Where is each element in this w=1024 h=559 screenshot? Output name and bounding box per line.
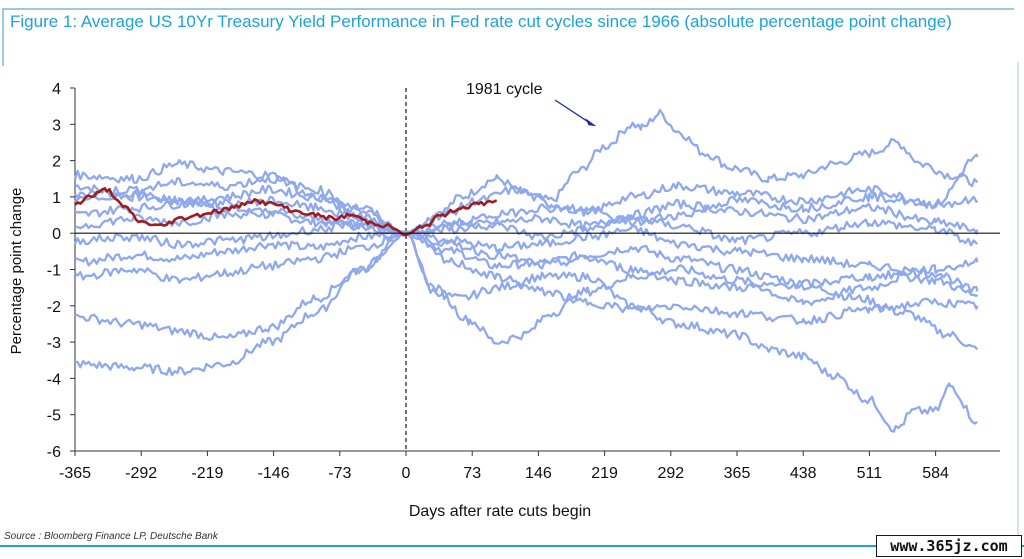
y-tick-label: 4 [52,81,61,98]
y-axis-label: Percentage point change [8,188,25,355]
footer-rule [0,545,1024,547]
y-tick-label: -1 [47,263,61,280]
source-note: Source : Bloomberg Finance LP, Deutsche … [4,531,218,542]
x-tick-label: -146 [258,465,290,482]
y-tick-label: 1 [52,190,61,207]
x-tick-label: -73 [328,465,351,482]
y-tick-label: -5 [47,408,61,425]
x-tick-label: 511 [857,465,883,482]
figure-title: Figure 1: Average US 10Yr Treasury Yield… [10,12,952,31]
y-tick-label: -4 [47,371,61,388]
x-tick-label: 146 [525,465,552,482]
watermark: www.365jz.com [876,535,1022,557]
x-tick-label: 365 [724,465,751,482]
cycle-series-line [73,153,979,235]
x-tick-label: -292 [125,465,157,482]
cycle-series-line [74,230,978,433]
x-tick-label: 73 [463,465,481,482]
y-tick-label: -2 [47,299,61,316]
cycle-series-line [74,224,979,294]
x-axis-label: Days after rate cuts begin [409,503,591,520]
y-tick-label: -6 [47,444,61,461]
x-tick-label: -219 [191,465,223,482]
annotation-label: 1981 cycle [466,81,543,98]
frame-rule [1017,62,1019,542]
chart-axes: 4 3 2 1 0 -1 -2 -3 -4 -5 -6 -365 -292 -219 -146 -73 0 73 1… [47,81,1000,482]
x-tick-label: 438 [790,465,817,482]
cycle-series-line [74,207,979,247]
series-layer [73,108,979,433]
cycle-series-line [74,230,979,345]
y-tick-label: -3 [47,335,61,352]
cycle-series-line [74,175,979,293]
annotation-arrowhead [585,118,597,127]
x-tick-label: 584 [922,465,949,482]
x-tick-label: 292 [657,465,684,482]
cycle-series-line [73,217,979,326]
cycle-series-line [74,188,979,237]
x-tick-label: -365 [59,465,91,482]
y-tick-label: 0 [52,226,61,243]
title-frame [2,8,1014,66]
x-tick-label: 0 [402,465,411,482]
annotation-layer: 1981 cycle [466,81,597,127]
y-tick-label: 2 [52,154,61,171]
x-tick-label: 219 [591,465,618,482]
cycle-series-line [74,184,979,237]
y-tick-label: 3 [52,117,61,134]
annotation-arrow-line [554,99,591,124]
average-series-line [74,187,498,237]
